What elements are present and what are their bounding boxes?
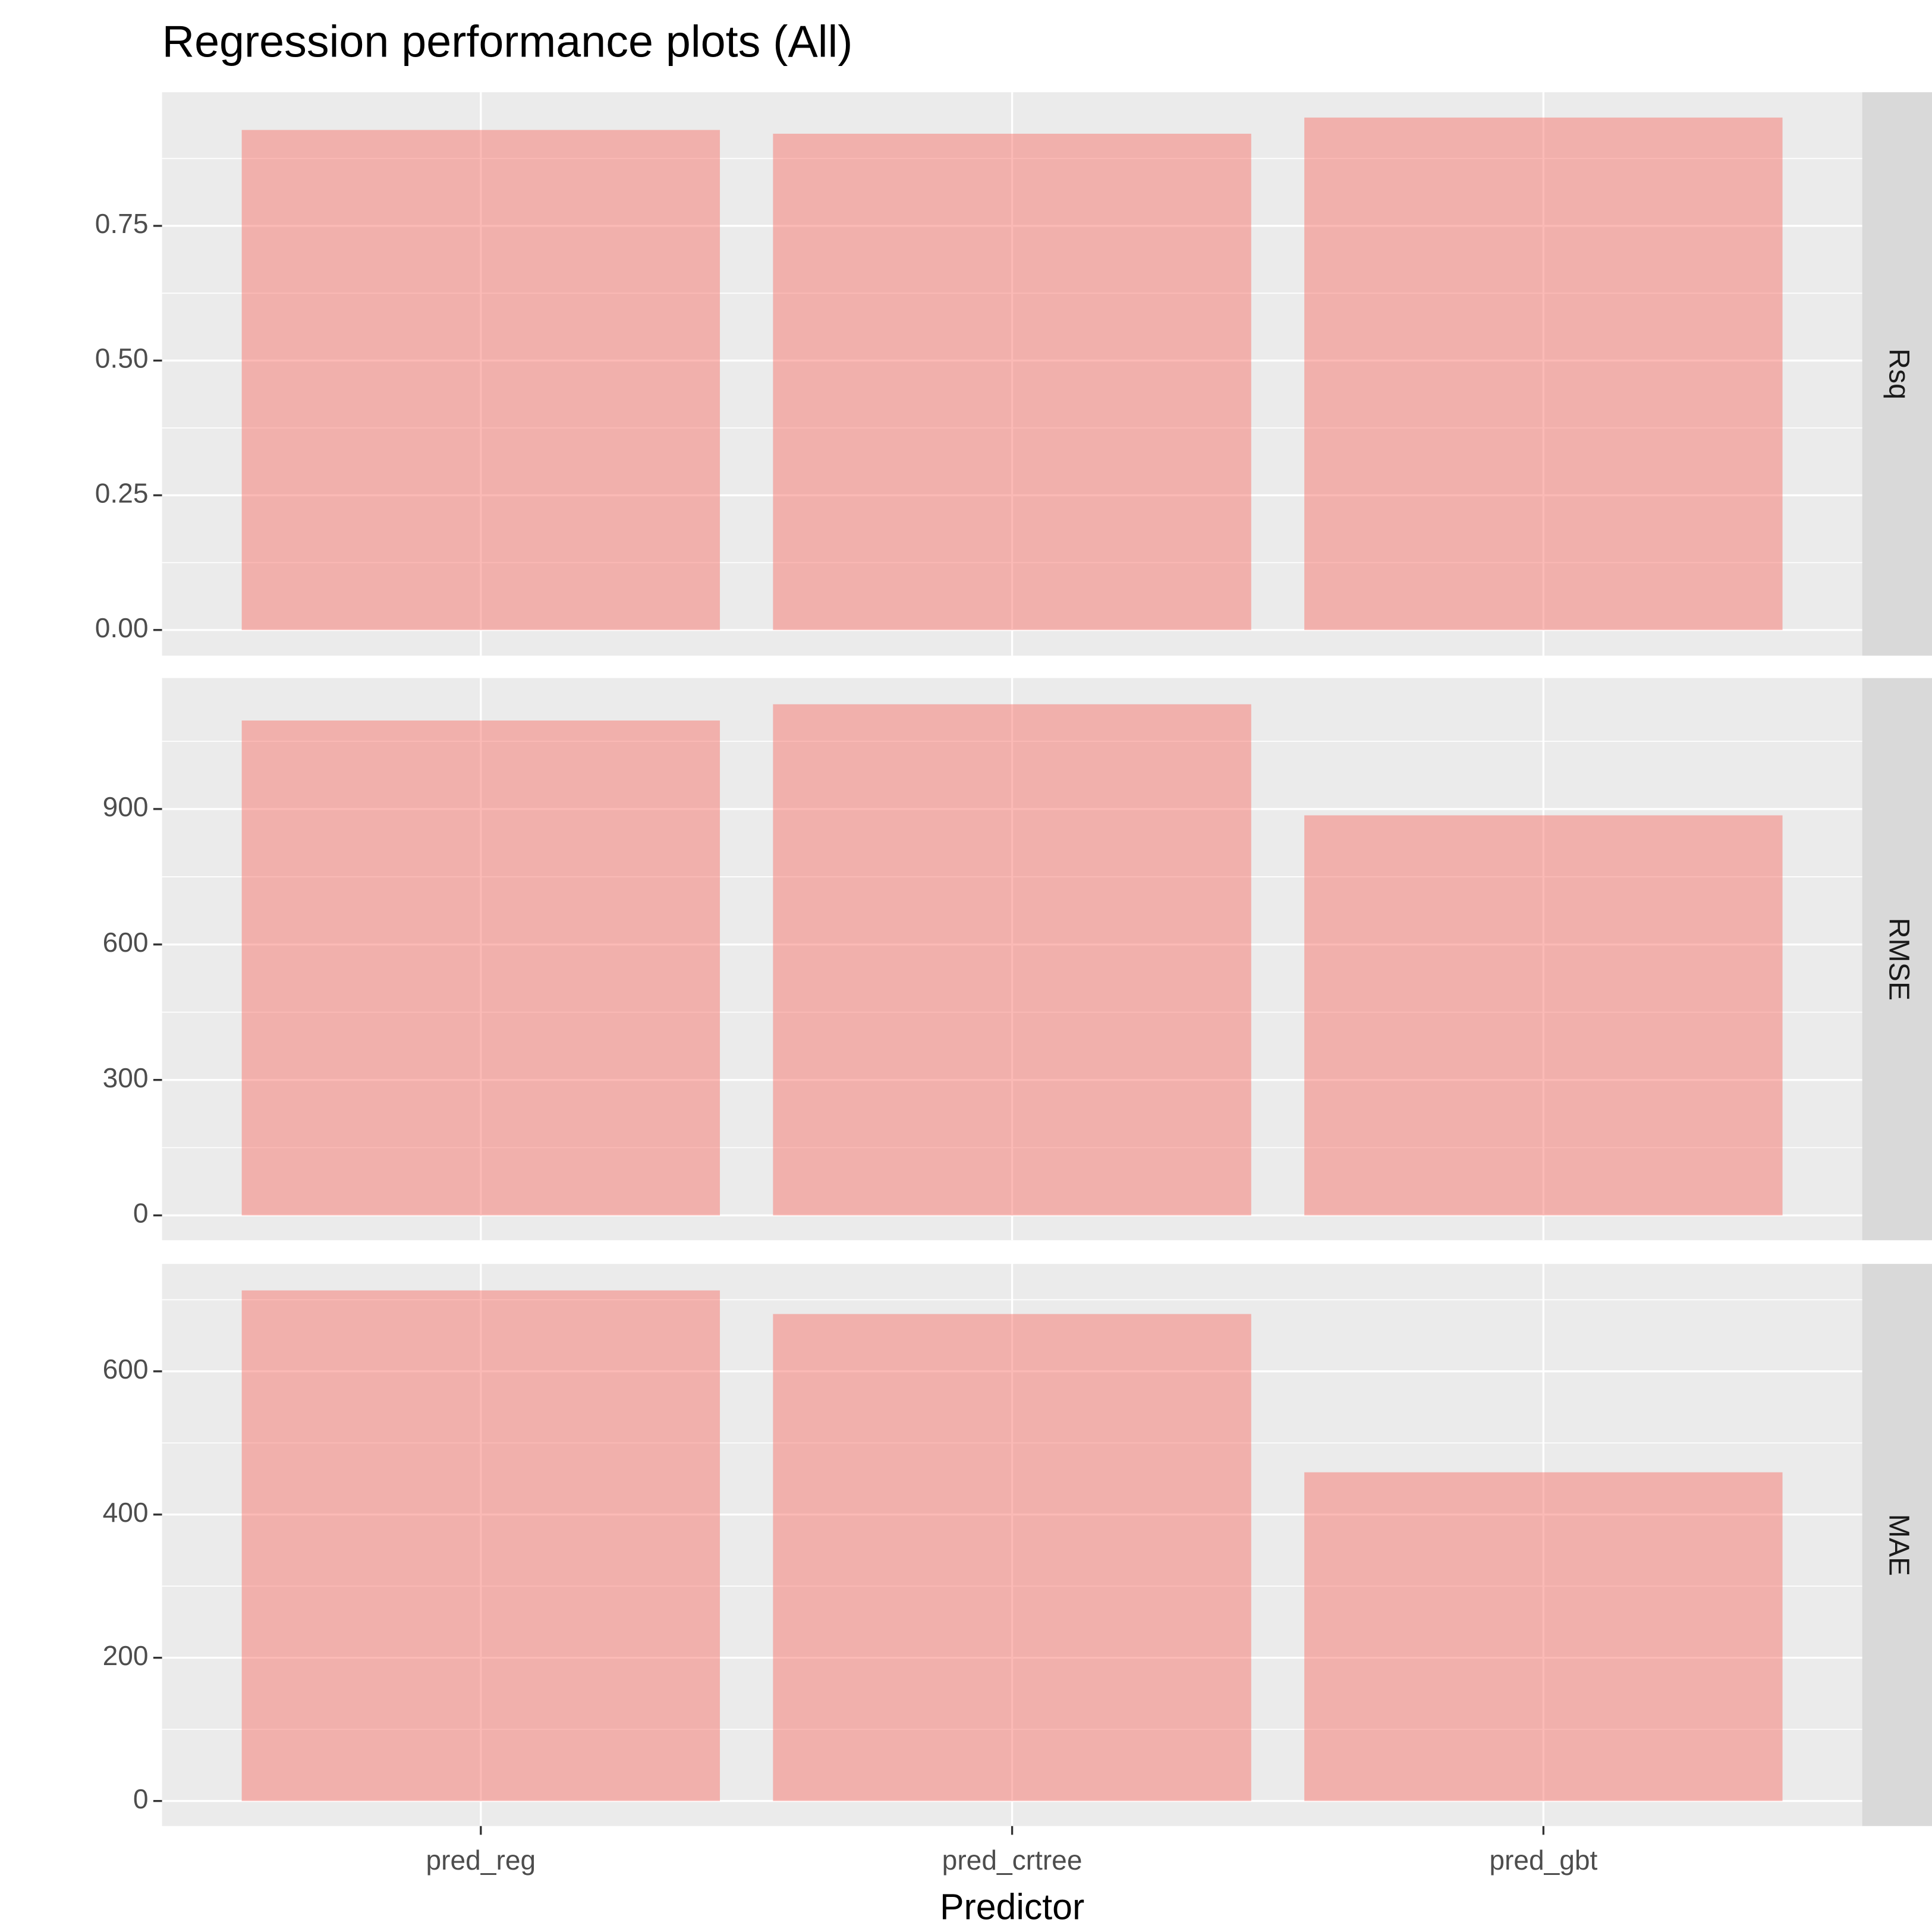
y-tick-label: 200 — [103, 1640, 149, 1671]
y-tick-label: 300 — [103, 1062, 149, 1093]
bar — [1304, 1472, 1783, 1801]
y-tick-label: 600 — [103, 927, 149, 958]
bar — [1304, 117, 1783, 630]
y-tick-label: 0.00 — [95, 612, 149, 643]
bar — [773, 704, 1251, 1216]
bar — [241, 720, 720, 1216]
x-axis-label: Predictor — [940, 1886, 1084, 1927]
x-tick-label: pred_reg — [426, 1845, 536, 1876]
y-tick-label: 0.25 — [95, 477, 149, 508]
strip-label: MAE — [1883, 1514, 1915, 1577]
x-tick-label: pred_crtree — [942, 1845, 1083, 1876]
bar — [1304, 815, 1783, 1216]
chart-title: Regression performance plots (All) — [162, 16, 853, 66]
strip-label: Rsq — [1883, 348, 1915, 399]
strip-background — [1862, 678, 1932, 1241]
bar — [241, 130, 720, 630]
y-tick-label: 0 — [133, 1198, 149, 1229]
x-tick-label: pred_gbt — [1489, 1845, 1597, 1876]
bar — [773, 1314, 1251, 1801]
bar — [773, 133, 1251, 630]
y-tick-label: 900 — [103, 791, 149, 822]
strip-background — [1862, 92, 1932, 656]
bar — [241, 1290, 720, 1801]
strip-background — [1862, 1264, 1932, 1826]
strip-label: RMSE — [1883, 918, 1915, 1000]
y-tick-label: 400 — [103, 1497, 149, 1528]
y-tick-label: 600 — [103, 1354, 149, 1385]
y-tick-label: 0.50 — [95, 343, 149, 374]
y-tick-label: 0 — [133, 1783, 149, 1814]
y-tick-label: 0.75 — [95, 208, 149, 239]
